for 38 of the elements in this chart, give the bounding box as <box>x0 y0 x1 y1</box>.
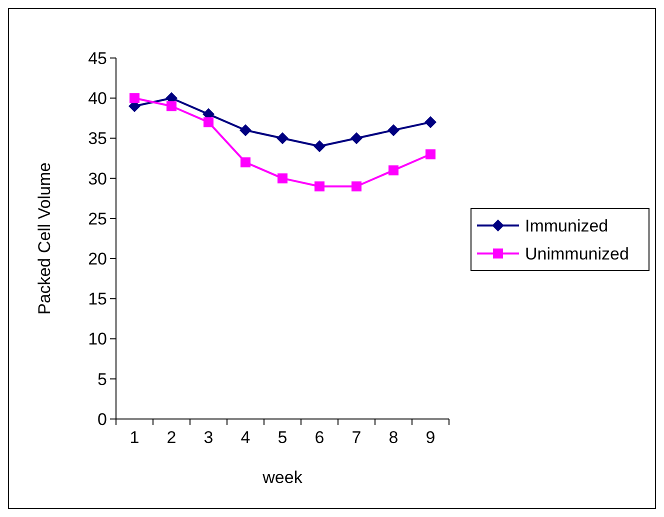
point <box>276 132 288 144</box>
x-axis-title: week <box>262 468 303 487</box>
y-tick-label: 25 <box>88 209 107 228</box>
x-tick-label: 6 <box>314 428 324 447</box>
point <box>426 149 436 160</box>
x-tick-label: 3 <box>204 428 214 447</box>
x-tick-label: 5 <box>278 428 288 447</box>
y-tick-label: 10 <box>88 330 107 349</box>
point <box>352 181 362 192</box>
x-tick-label: 1 <box>130 428 140 447</box>
x-tick-label: 4 <box>240 428 250 447</box>
y-tick-label: 30 <box>88 169 107 188</box>
point <box>166 101 176 112</box>
point <box>314 140 326 152</box>
y-tick-label: 0 <box>98 410 107 429</box>
x-tick-label: 9 <box>426 428 436 447</box>
x-tick-label: 8 <box>388 428 398 447</box>
point <box>130 93 140 104</box>
x-tick-label: 2 <box>166 428 176 447</box>
point <box>314 181 324 192</box>
y-tick-label: 35 <box>88 129 107 148</box>
y-axis-title: Packed Cell Volume <box>35 162 54 315</box>
point <box>388 124 400 136</box>
y-tick-label: 45 <box>88 48 107 68</box>
y-tick-label: 20 <box>88 250 107 269</box>
y-tick-label: 5 <box>98 370 107 389</box>
point <box>350 132 362 144</box>
point <box>240 124 252 136</box>
x-tick-label: 7 <box>352 428 362 447</box>
point <box>278 173 288 184</box>
legend-label: Unimmunized <box>525 244 629 264</box>
point <box>388 165 398 176</box>
point <box>204 117 214 128</box>
y-tick-label: 40 <box>88 89 107 108</box>
y-tick-label: 15 <box>88 290 107 309</box>
point <box>240 157 250 168</box>
legend-label: Immunized <box>525 216 608 236</box>
point <box>424 116 436 128</box>
